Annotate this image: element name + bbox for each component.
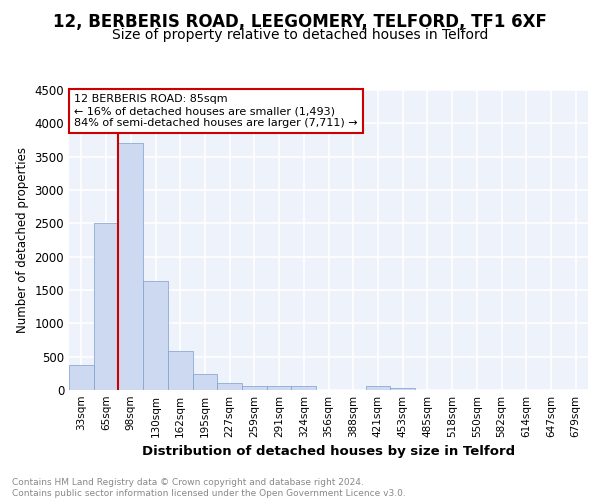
- Bar: [69, 364, 94, 390]
- Bar: [365, 386, 390, 390]
- Bar: [193, 374, 217, 390]
- Text: Size of property relative to detached houses in Telford: Size of property relative to detached ho…: [112, 28, 488, 42]
- Text: Contains HM Land Registry data © Crown copyright and database right 2024.
Contai: Contains HM Land Registry data © Crown c…: [12, 478, 406, 498]
- Bar: [168, 351, 193, 390]
- Bar: [242, 386, 267, 390]
- Y-axis label: Number of detached properties: Number of detached properties: [16, 147, 29, 333]
- Bar: [390, 388, 415, 390]
- Bar: [143, 280, 168, 390]
- Bar: [217, 382, 242, 390]
- Bar: [292, 386, 316, 390]
- Bar: [118, 144, 143, 390]
- Bar: [94, 224, 118, 390]
- Text: 12 BERBERIS ROAD: 85sqm
← 16% of detached houses are smaller (1,493)
84% of semi: 12 BERBERIS ROAD: 85sqm ← 16% of detache…: [74, 94, 358, 128]
- Bar: [267, 386, 292, 390]
- X-axis label: Distribution of detached houses by size in Telford: Distribution of detached houses by size …: [142, 446, 515, 458]
- Text: 12, BERBERIS ROAD, LEEGOMERY, TELFORD, TF1 6XF: 12, BERBERIS ROAD, LEEGOMERY, TELFORD, T…: [53, 12, 547, 30]
